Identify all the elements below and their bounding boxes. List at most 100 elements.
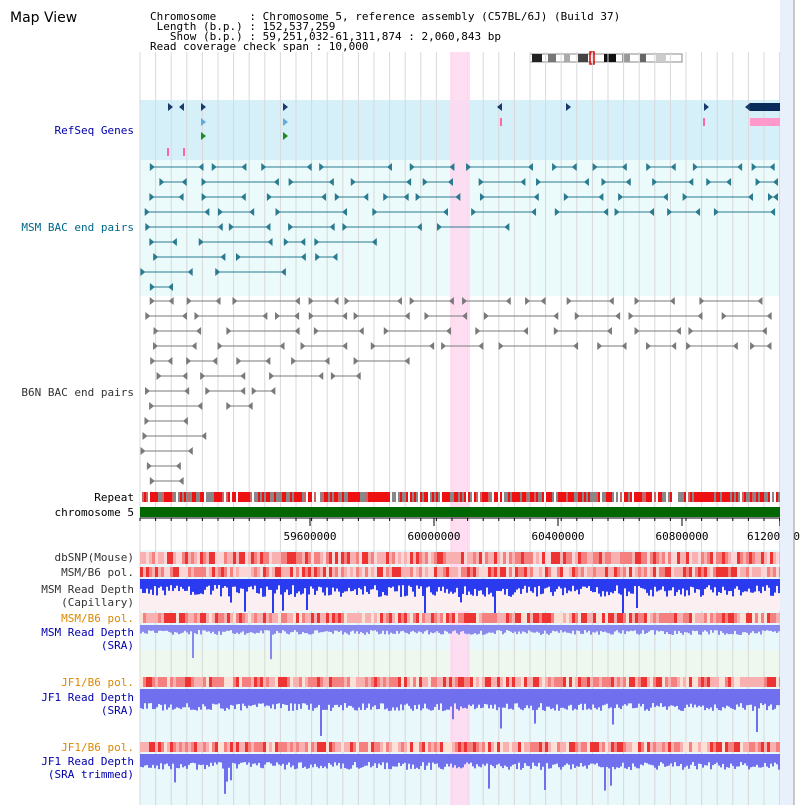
heat-cell[interactable]: [164, 677, 167, 687]
repeat-segment[interactable]: [370, 492, 372, 502]
heat-cell[interactable]: [641, 552, 644, 564]
depth-bar[interactable]: [552, 689, 554, 709]
depth-bar[interactable]: [510, 625, 512, 632]
heat-cell[interactable]: [650, 567, 653, 577]
heat-cell[interactable]: [446, 742, 449, 752]
heat-cell[interactable]: [587, 567, 590, 577]
heat-cell[interactable]: [392, 567, 395, 577]
heat-cell[interactable]: [203, 613, 206, 623]
depth-bar[interactable]: [452, 579, 454, 594]
gene-marker[interactable]: [745, 103, 750, 111]
heat-cell[interactable]: [239, 613, 242, 623]
heat-cell[interactable]: [680, 552, 683, 564]
depth-bar[interactable]: [182, 689, 184, 708]
heat-cell[interactable]: [410, 677, 413, 687]
heat-cell[interactable]: [524, 567, 527, 577]
bac-end-marker[interactable]: [504, 223, 510, 231]
depth-bar[interactable]: [368, 689, 370, 704]
bac-end-marker[interactable]: [505, 297, 511, 305]
depth-bar[interactable]: [680, 579, 682, 595]
heat-cell[interactable]: [542, 552, 545, 564]
depth-bar[interactable]: [562, 754, 564, 767]
heat-cell[interactable]: [233, 567, 236, 577]
heat-cell[interactable]: [764, 677, 767, 687]
depth-bar[interactable]: [334, 579, 336, 592]
depth-bar[interactable]: [226, 754, 228, 782]
heat-cell[interactable]: [764, 567, 767, 577]
heat-cell[interactable]: [584, 552, 587, 564]
depth-bar[interactable]: [576, 689, 578, 710]
bac-end-marker[interactable]: [697, 312, 703, 320]
depth-bar[interactable]: [208, 754, 210, 767]
heat-cell[interactable]: [338, 552, 341, 564]
heat-cell[interactable]: [686, 552, 689, 564]
repeat-segment[interactable]: [384, 492, 386, 502]
heat-cell[interactable]: [665, 613, 668, 623]
repeat-segment[interactable]: [364, 492, 366, 502]
heat-cell[interactable]: [233, 613, 236, 623]
heat-cell[interactable]: [152, 677, 155, 687]
heat-cell[interactable]: [605, 677, 608, 687]
repeat-segment[interactable]: [472, 492, 474, 502]
bac-end-marker[interactable]: [269, 372, 275, 380]
depth-bar[interactable]: [224, 754, 226, 794]
depth-bar[interactable]: [180, 625, 182, 634]
depth-bar[interactable]: [144, 754, 146, 766]
heat-cell[interactable]: [143, 567, 146, 577]
depth-bar[interactable]: [638, 579, 640, 587]
bac-end-marker[interactable]: [415, 193, 421, 201]
heat-cell[interactable]: [140, 613, 143, 623]
depth-bar[interactable]: [166, 579, 168, 587]
heat-cell[interactable]: [431, 613, 434, 623]
depth-bar[interactable]: [664, 579, 666, 592]
heat-cell[interactable]: [521, 552, 524, 564]
depth-bar[interactable]: [146, 579, 148, 589]
depth-bar[interactable]: [500, 579, 502, 592]
repeat-segment[interactable]: [210, 492, 212, 502]
heat-cell[interactable]: [467, 567, 470, 577]
repeat-segment[interactable]: [612, 492, 614, 502]
heat-cell[interactable]: [380, 742, 383, 752]
heat-cell[interactable]: [269, 567, 272, 577]
heat-cell[interactable]: [437, 742, 440, 752]
repeat-segment[interactable]: [566, 492, 568, 502]
repeat-segment[interactable]: [544, 492, 546, 502]
depth-bar[interactable]: [276, 579, 278, 590]
heat-cell[interactable]: [557, 742, 560, 752]
heat-cell[interactable]: [320, 552, 323, 564]
depth-bar[interactable]: [294, 625, 296, 631]
heat-cell[interactable]: [527, 742, 530, 752]
depth-bar[interactable]: [654, 754, 656, 768]
depth-bar[interactable]: [590, 754, 592, 764]
bac-end-marker[interactable]: [186, 297, 192, 305]
heat-cell[interactable]: [518, 742, 521, 752]
heat-cell[interactable]: [479, 567, 482, 577]
depth-bar[interactable]: [772, 754, 774, 767]
repeat-segment[interactable]: [592, 492, 594, 502]
heat-cell[interactable]: [191, 613, 194, 623]
heat-cell[interactable]: [221, 567, 224, 577]
depth-bar[interactable]: [382, 579, 384, 593]
depth-bar[interactable]: [604, 579, 606, 597]
bac-end-marker[interactable]: [201, 193, 207, 201]
bac-end-marker[interactable]: [175, 462, 181, 470]
heat-cell[interactable]: [386, 613, 389, 623]
depth-bar[interactable]: [700, 579, 702, 597]
repeat-segment[interactable]: [428, 492, 430, 502]
depth-bar[interactable]: [530, 625, 532, 632]
bac-end-marker[interactable]: [308, 312, 314, 320]
bac-end-marker[interactable]: [171, 238, 177, 246]
depth-bar[interactable]: [142, 689, 144, 710]
heat-cell[interactable]: [737, 552, 740, 564]
repeat-segment[interactable]: [678, 492, 680, 502]
depth-bar[interactable]: [678, 625, 680, 632]
repeat-segment[interactable]: [286, 492, 288, 502]
depth-bar[interactable]: [600, 754, 602, 768]
heat-cell[interactable]: [419, 552, 422, 564]
heat-cell[interactable]: [290, 742, 293, 752]
heat-cell[interactable]: [608, 567, 611, 577]
depth-bar[interactable]: [354, 625, 356, 634]
depth-bar[interactable]: [550, 579, 552, 593]
heat-cell[interactable]: [416, 742, 419, 752]
depth-bar[interactable]: [690, 579, 692, 587]
